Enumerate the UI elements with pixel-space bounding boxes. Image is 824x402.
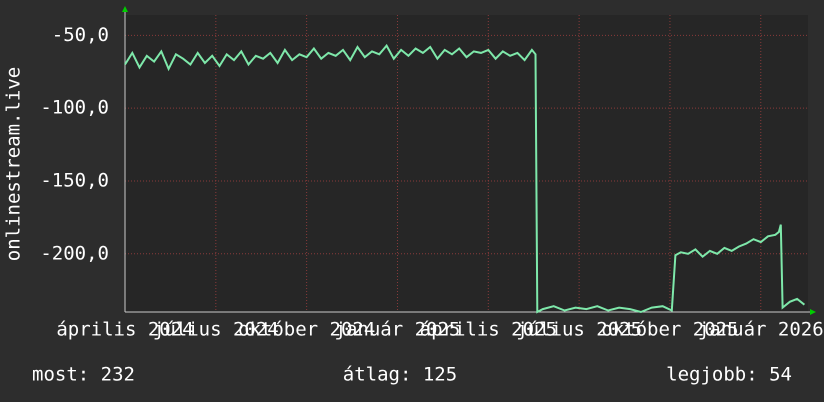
x-tick-label: július 2025 (516, 319, 642, 341)
stat: most: 232 (32, 364, 135, 386)
x-tick-label: július 2024 (153, 319, 279, 341)
x-tick-label: április 2025 (420, 319, 557, 341)
y-tick-label: -150,0 (40, 169, 109, 191)
y-tick-label: -200,0 (40, 242, 109, 264)
plot-area (125, 15, 808, 312)
stat: átlag: 125 (343, 364, 457, 386)
axis-arrow (122, 6, 128, 12)
axis-arrow (810, 309, 816, 315)
x-tick-label: október 2024 (238, 319, 375, 341)
x-tick-label: január 2025 (335, 319, 461, 341)
x-tick-label: április 2024 (56, 319, 193, 341)
x-tick-label: október 2025 (601, 319, 738, 341)
y-axis-label: onlinestream.live (3, 67, 25, 261)
stat: legjobb: 54 (666, 364, 792, 386)
x-tick-label: január 2026 (698, 319, 824, 341)
y-tick-label: -100,0 (40, 97, 109, 119)
data-line (124, 43, 806, 314)
y-tick-label: -50,0 (52, 24, 109, 46)
